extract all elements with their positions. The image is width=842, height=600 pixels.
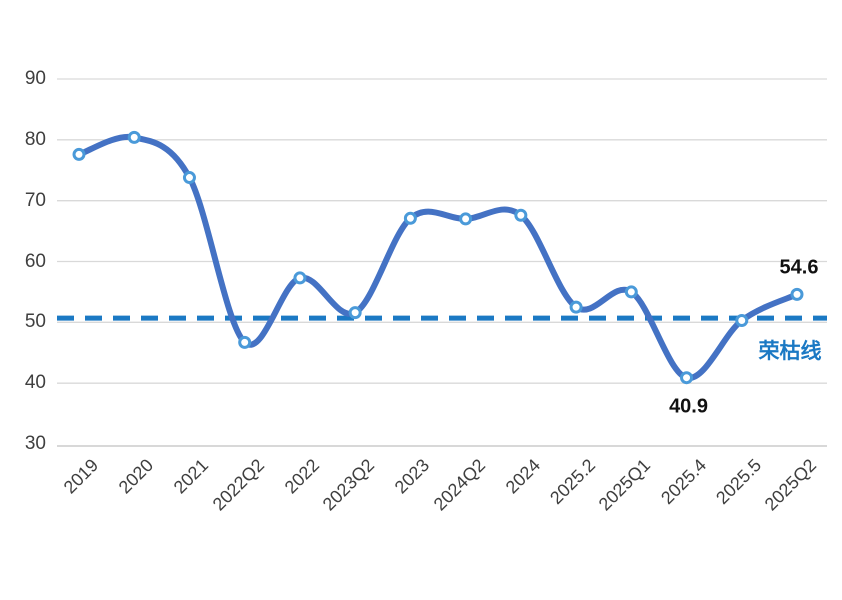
data-point-marker [735, 314, 749, 328]
data-point-marker [182, 171, 196, 185]
data-point-marker [514, 208, 528, 222]
data-point-marker [624, 285, 638, 299]
data-point-marker [127, 130, 141, 144]
data-point-marker [680, 371, 694, 385]
data-point-marker [790, 287, 804, 301]
data-point-marker [72, 147, 86, 161]
data-point-marker [569, 300, 583, 314]
series-line [76, 133, 800, 381]
data-point-marker [293, 271, 307, 285]
data-point-marker [459, 212, 473, 226]
data-point-marker [348, 306, 362, 320]
data-point-marker [238, 335, 252, 349]
data-point-marker [403, 211, 417, 225]
